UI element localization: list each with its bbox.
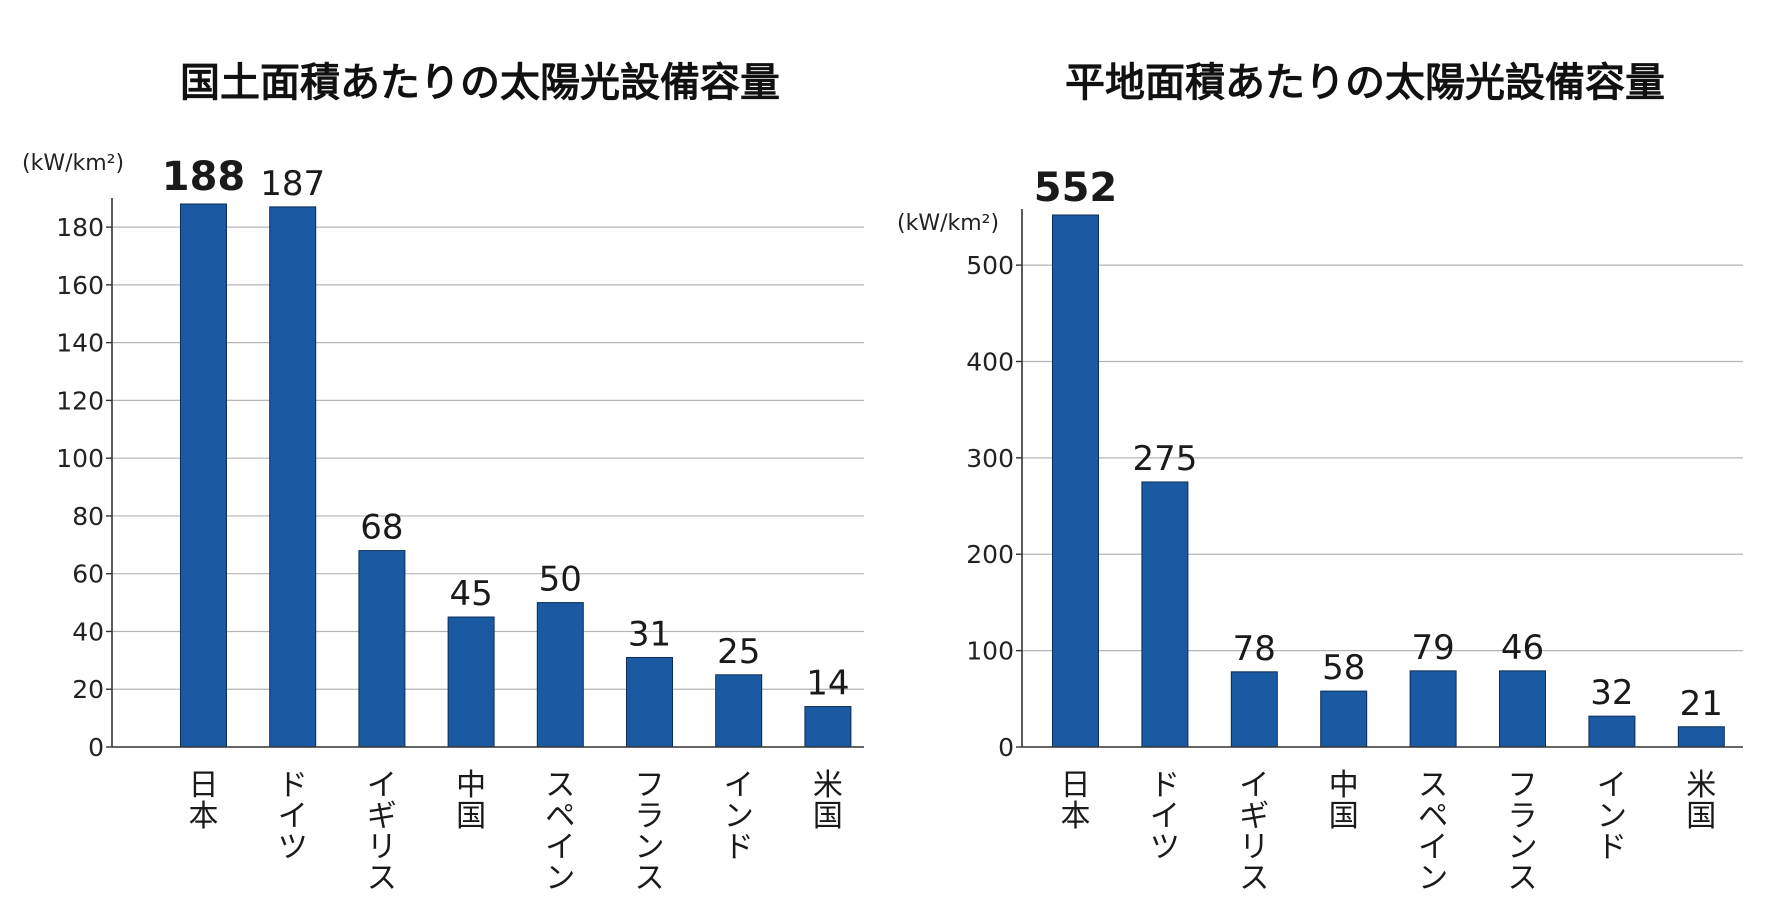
data-label: 25 bbox=[717, 632, 760, 672]
bar bbox=[180, 203, 227, 748]
y-tick-label: 300 bbox=[966, 444, 1014, 473]
data-label: 32 bbox=[1590, 673, 1633, 713]
chart-land-area: 国土面積あたりの太陽光設備容量 (kW/km²) 0 20 40 60 80 100 120… bbox=[22, 60, 864, 896]
y-tick-label: 400 bbox=[966, 347, 1014, 376]
y-tick-label: 40 bbox=[72, 617, 104, 646]
data-label: 14 bbox=[806, 664, 849, 704]
data-label: 31 bbox=[628, 614, 671, 654]
bar bbox=[358, 550, 406, 748]
bar bbox=[804, 706, 852, 748]
bar bbox=[269, 206, 317, 748]
bar bbox=[626, 656, 673, 748]
data-label: 188 bbox=[162, 154, 246, 200]
y-tick-label: 60 bbox=[72, 560, 104, 589]
bar bbox=[715, 674, 763, 748]
y-tick-label: 0 bbox=[88, 733, 104, 762]
chart-title: 平地面積あたりの太陽光設備容量 bbox=[1065, 60, 1665, 106]
y-axis-unit-label: (kW/km²) bbox=[22, 151, 124, 176]
x-tick-label: 日本 bbox=[1061, 768, 1091, 834]
bar bbox=[1230, 671, 1278, 748]
data-label: 21 bbox=[1680, 684, 1723, 724]
bar bbox=[536, 602, 584, 748]
chart-flat-area: 平地面積あたりの太陽光設備容量 (kW/km²) 0 100 200 300 400 50… bbox=[897, 60, 1743, 896]
x-tick-label: イギリス bbox=[367, 768, 397, 896]
data-label: 45 bbox=[449, 574, 492, 614]
bar bbox=[1052, 214, 1099, 748]
bar bbox=[1320, 690, 1368, 748]
bar bbox=[447, 616, 495, 748]
x-tick-label: フランス bbox=[635, 768, 665, 896]
y-tick-label: 180 bbox=[56, 213, 104, 242]
y-tick-label: 500 bbox=[966, 251, 1014, 280]
y-axis-unit-label: (kW/km²) bbox=[897, 211, 999, 236]
y-tick-label: 140 bbox=[56, 329, 104, 358]
y-tick-label: 160 bbox=[56, 271, 104, 300]
data-label: 46 bbox=[1501, 628, 1544, 668]
y-tick-label: 200 bbox=[966, 540, 1014, 569]
x-tick-label: 中国 bbox=[456, 768, 486, 834]
bar bbox=[1499, 670, 1546, 748]
bar bbox=[1141, 481, 1189, 748]
y-tick-label: 20 bbox=[72, 675, 104, 704]
x-tick-label: フランス bbox=[1508, 768, 1538, 896]
x-tick-label: インド bbox=[724, 768, 754, 865]
y-tick-label: 120 bbox=[56, 386, 104, 415]
x-tick-label: ドイツ bbox=[1150, 768, 1180, 865]
x-tick-label: スペイン bbox=[1418, 768, 1448, 896]
x-tick-label: 米国 bbox=[813, 768, 843, 834]
x-tick-label: 米国 bbox=[1686, 768, 1716, 834]
data-label: 79 bbox=[1411, 628, 1454, 668]
x-tick-label: インド bbox=[1597, 768, 1627, 865]
data-label: 58 bbox=[1322, 648, 1365, 688]
x-tick-label: イギリス bbox=[1239, 768, 1269, 896]
data-label: 187 bbox=[260, 164, 325, 204]
x-tick-label: スペイン bbox=[545, 768, 575, 896]
data-label: 552 bbox=[1034, 165, 1118, 211]
data-label: 78 bbox=[1233, 629, 1276, 669]
y-tick-label: 0 bbox=[998, 733, 1014, 762]
data-label: 50 bbox=[539, 560, 582, 600]
y-tick-label: 80 bbox=[72, 502, 104, 531]
bar bbox=[1588, 715, 1636, 748]
x-tick-label: 中国 bbox=[1329, 768, 1359, 834]
data-label: 275 bbox=[1132, 439, 1197, 479]
chart-title: 国土面積あたりの太陽光設備容量 bbox=[180, 60, 780, 106]
bar bbox=[1409, 670, 1457, 748]
x-tick-label: ドイツ bbox=[278, 768, 308, 865]
y-tick-label: 100 bbox=[966, 637, 1014, 666]
y-tick-label: 100 bbox=[56, 444, 104, 473]
x-tick-label: 日本 bbox=[189, 768, 219, 834]
bar bbox=[1677, 726, 1725, 748]
data-label: 68 bbox=[360, 508, 403, 548]
